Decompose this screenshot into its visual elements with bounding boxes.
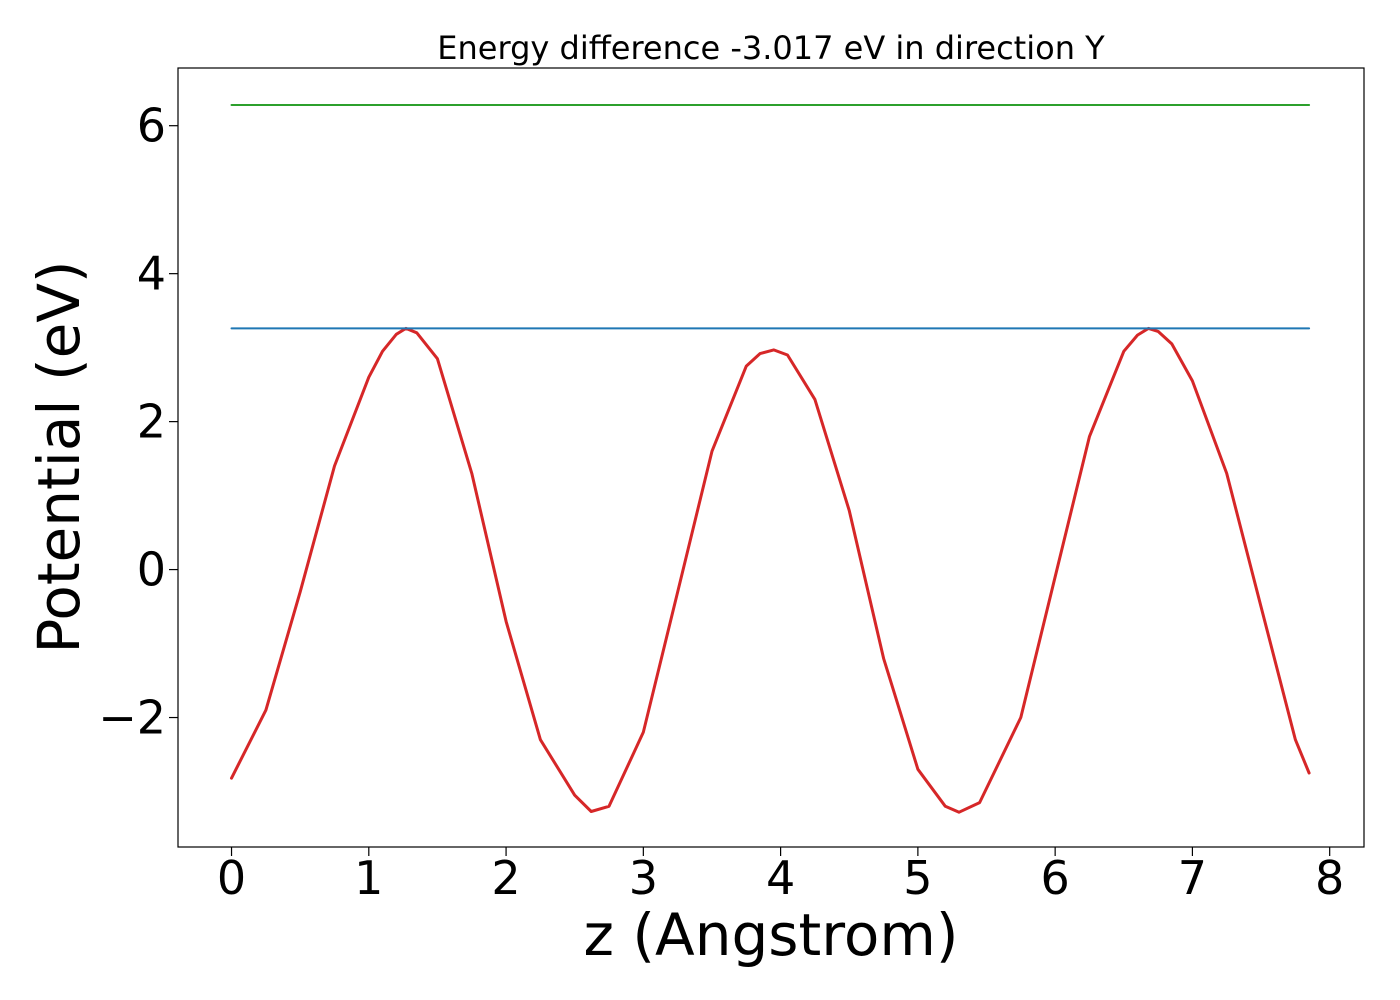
y-tick-label: 2 [137,395,166,449]
x-tick-label: 2 [491,851,520,905]
x-tick-label: 7 [1178,851,1207,905]
y-axis-label: Potential (eV) [25,260,93,653]
x-tick-label: 6 [1041,851,1070,905]
x-tick-label: 5 [903,851,932,905]
x-tick-label: 4 [766,851,795,905]
series-layer [230,104,1311,814]
y-tick-label: 0 [137,543,166,597]
x-axis-ticks: 0 1 2 3 4 5 6 7 8 [217,847,1344,905]
y-tick-label: −2 [98,691,166,745]
series-line-1 [230,326,1311,814]
y-tick-label: 6 [137,99,166,153]
chart-title: Energy difference -3.017 eV in direction… [437,29,1105,67]
x-tick-label: 1 [354,851,383,905]
x-tick-label: 0 [217,851,246,905]
x-tick-label: 8 [1315,851,1344,905]
x-axis-label: z (Angstrom) [584,901,959,969]
y-axis-ticks: −2 0 2 4 6 [98,99,178,745]
plot-frame [177,67,1365,848]
x-tick-label: 3 [629,851,658,905]
y-tick-label: 4 [137,247,166,301]
